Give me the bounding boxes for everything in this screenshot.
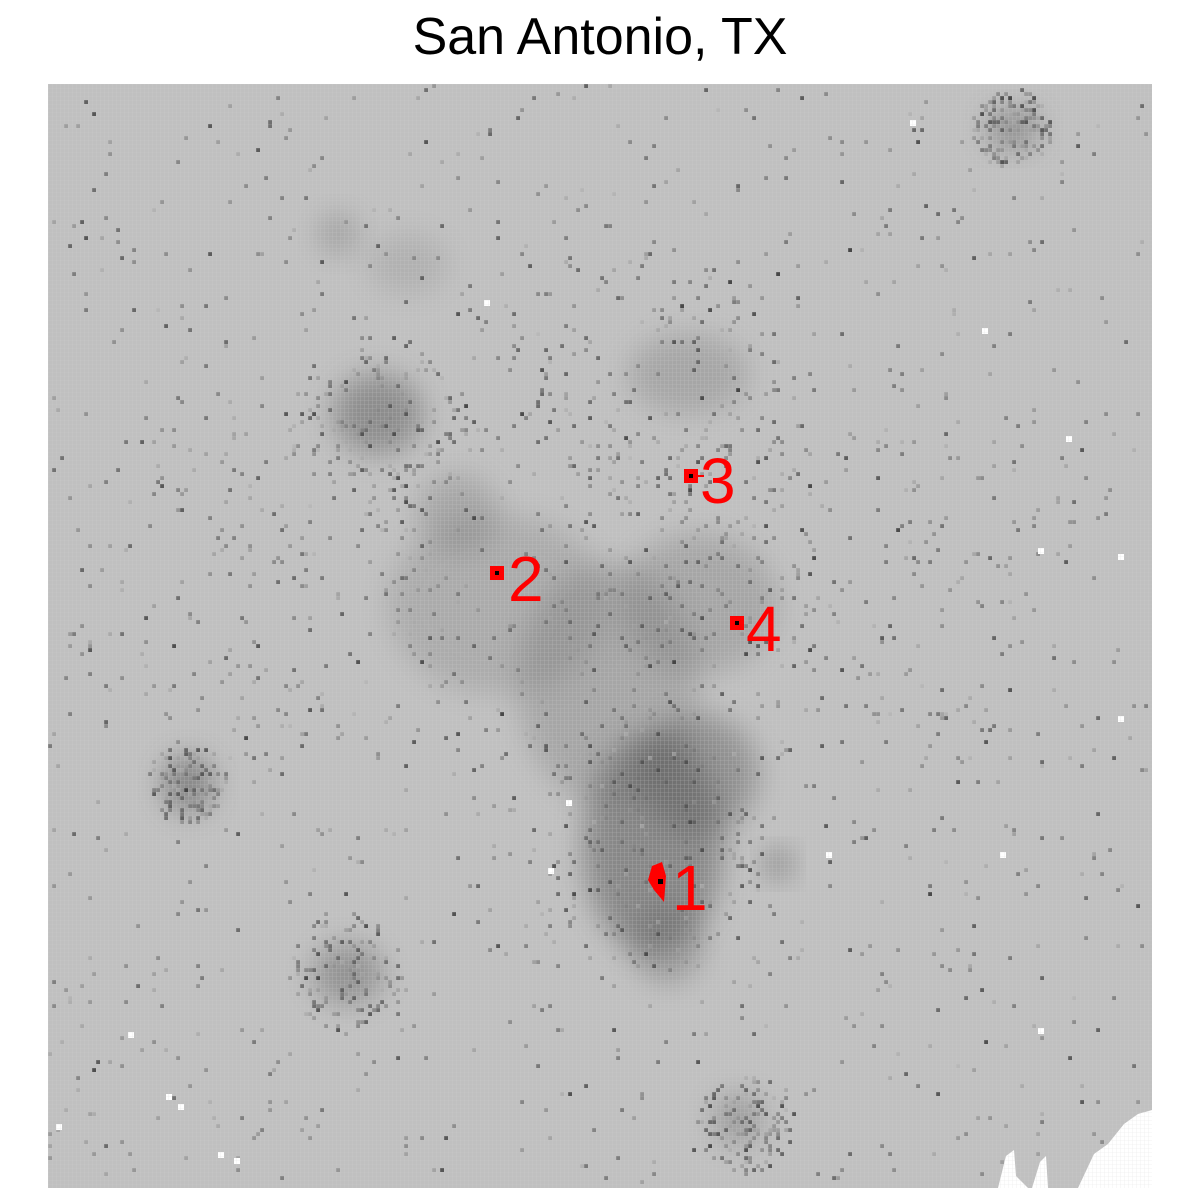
marker-3-point — [689, 474, 693, 478]
marker-2[interactable]: 2 — [490, 543, 544, 615]
marker-3-label: 3 — [700, 445, 736, 517]
map-panel[interactable]: 1 2 3 4 — [48, 84, 1152, 1188]
map-title: San Antonio, TX — [412, 8, 788, 66]
marker-1-point — [658, 879, 663, 884]
marker-2-point — [495, 571, 499, 575]
marker-4-label: 4 — [746, 593, 782, 665]
marker-1-label: 1 — [672, 852, 708, 924]
marker-layer: 1 2 3 4 — [490, 445, 782, 924]
marker-3[interactable]: 3 — [684, 445, 736, 517]
map-grid-overlay — [48, 84, 1152, 1188]
marker-4[interactable]: 4 — [730, 593, 782, 665]
marker-1[interactable]: 1 — [648, 852, 708, 924]
marker-1-shape — [648, 862, 666, 902]
marker-2-label: 2 — [508, 543, 544, 615]
marker-4-point — [735, 621, 739, 625]
density-map[interactable]: 1 2 3 4 — [48, 84, 1152, 1188]
